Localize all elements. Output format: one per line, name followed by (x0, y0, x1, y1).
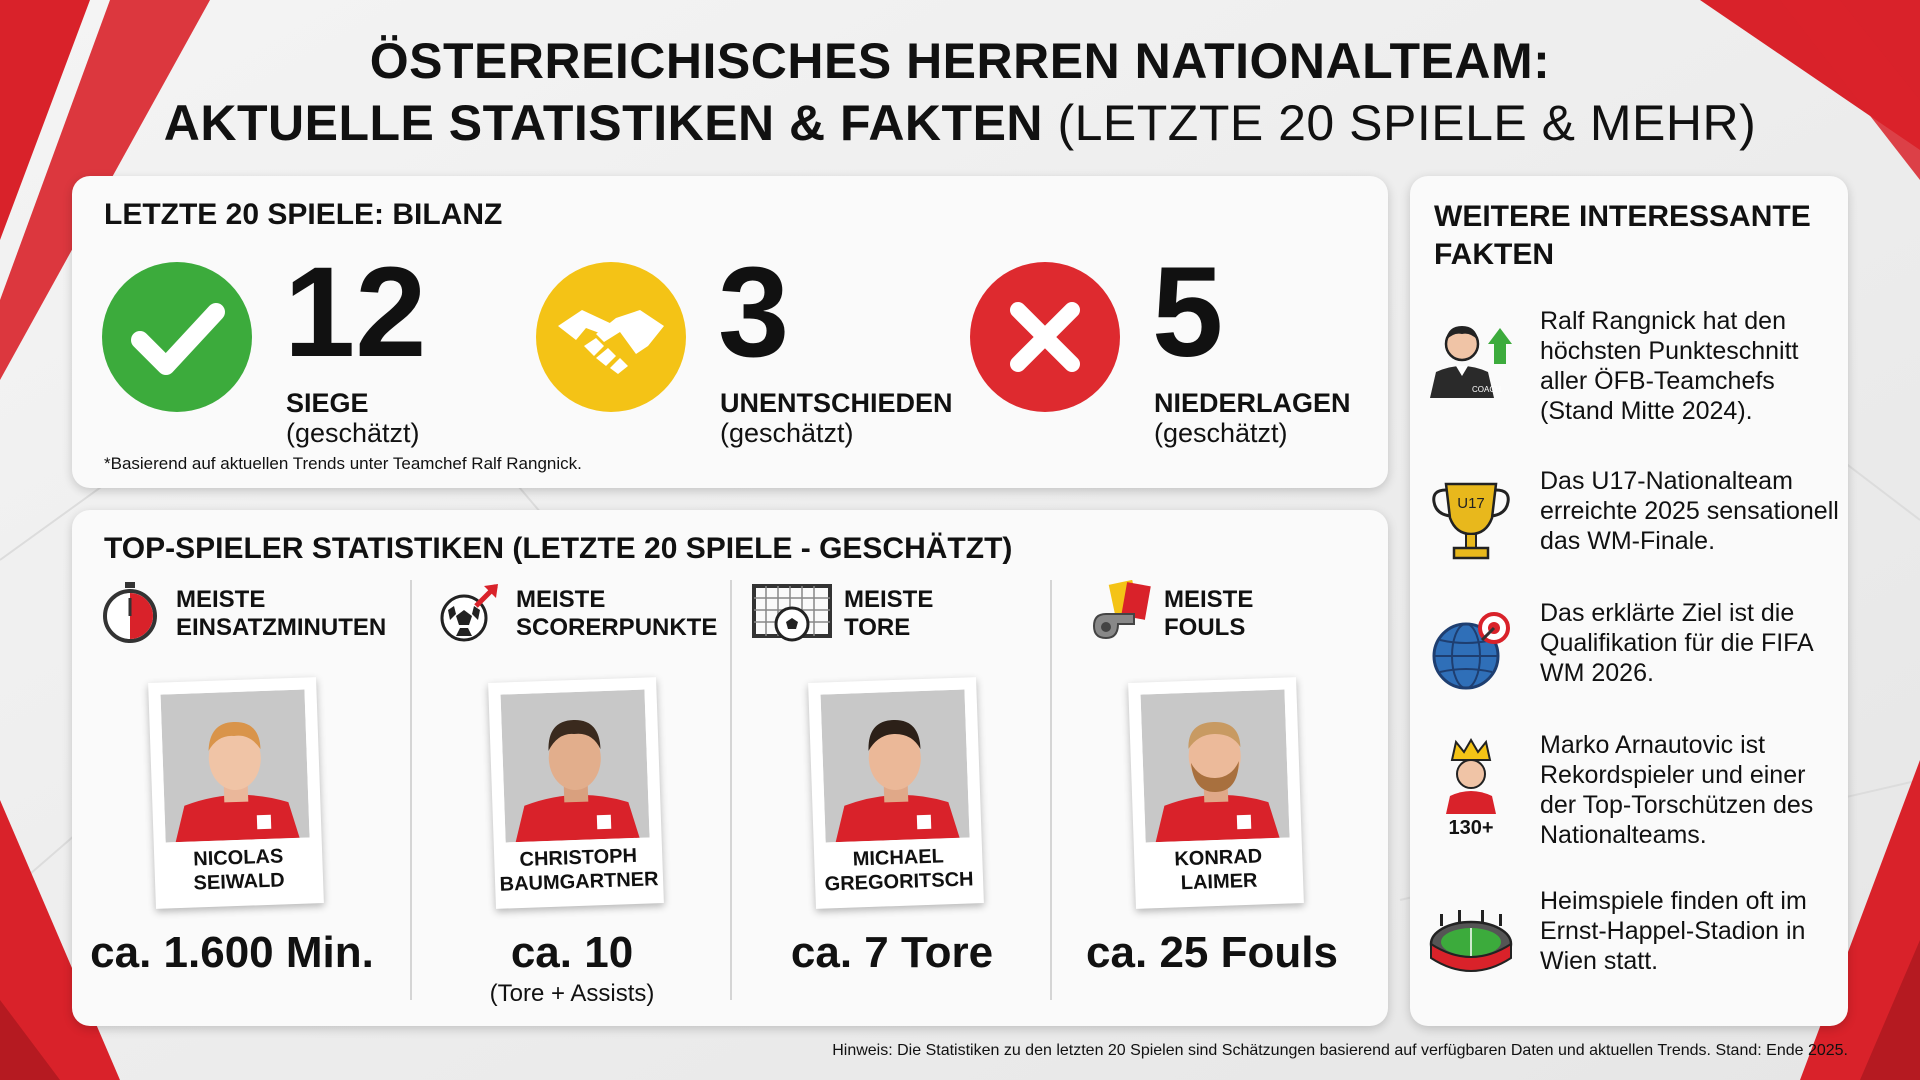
category-line-1: MEISTE (844, 586, 934, 613)
category-line-1: MEISTE (516, 586, 606, 613)
losses-value: 5 (1152, 241, 1224, 384)
trophy-icon: U17 (1432, 482, 1510, 560)
fact-item: COACH Ralf Rangnick hat den höchsten Pun… (1426, 306, 1836, 436)
fact-text: Das U17-Nationalteam erreichte 2025 sens… (1540, 467, 1839, 555)
player-portrait (1140, 689, 1290, 843)
category-line-1: MEISTE (1164, 586, 1254, 613)
category-line-2: TORE (844, 614, 911, 641)
fact-text: Marko Arnautovic ist Rekordspieler und e… (1540, 731, 1814, 849)
player-name: CHRISTOPH BAUMGARTNER (494, 843, 664, 897)
disclaimer-note: Hinweis: Die Statistiken zu den letzten … (832, 1042, 1848, 1059)
stat-wins: 12 SIEGE (geschätzt) (72, 248, 492, 448)
player-column-scorer: MEISTE SCORERPUNKTE CHRISTOPH BAUMGARTNE… (412, 580, 732, 1020)
player-column-goals: MEISTE TORE MICHAEL GREGORITSCH ca. 7 To… (732, 580, 1052, 1020)
draws-value: 3 (718, 241, 790, 384)
player-stat-value: ca. 25 Fouls (1086, 928, 1338, 977)
wins-note: (geschätzt) (286, 418, 420, 448)
player-stat-value: ca. 10 (510, 928, 634, 977)
player-portrait (820, 689, 970, 843)
goal-net-icon (752, 584, 832, 642)
player-stat-value: ca. 1.600 Min. (90, 928, 374, 977)
category-line-2: SCORERPUNKTE (516, 614, 718, 641)
category-label: MEISTE SCORERPUNKTE (516, 586, 717, 642)
player-name: KONRAD LAIMER (1134, 843, 1304, 897)
fact-text: Das erklärte Ziel ist die Qualifikation … (1540, 599, 1813, 687)
stat-draws: 3 UNENTSCHIEDEN (geschätzt) (506, 248, 953, 448)
bilanz-heading: LETZTE 20 SPIELE: BILANZ (104, 198, 503, 231)
player-column-minutes: MEISTE EINSATZMINUTEN NICOLAS SEIWALD ca… (72, 580, 392, 1020)
player-last-name: BAUMGARTNER (499, 868, 659, 896)
player-portrait (500, 689, 650, 843)
player-photo-card: CHRISTOPH BAUMGARTNER (488, 677, 664, 909)
fact-item: U17 Das U17-Nationalteam erreichte 2025 … (1426, 466, 1839, 596)
facts-heading: WEITERE INTERESSANTE FAKTEN (1434, 200, 1811, 271)
player-photo-card: MICHAEL GREGORITSCH (808, 677, 984, 909)
player-name: MICHAEL GREGORITSCH (814, 843, 984, 897)
players-heading: TOP-SPIELER STATISTIKEN (LETZTE 20 SPIEL… (104, 532, 1013, 565)
fact-item: 130+ Marko Arnautovic ist Rekordspieler … (1426, 730, 1836, 860)
fact-item: Das erklärte Ziel ist die Qualifikation … (1426, 598, 1836, 728)
category-label: MEISTE FOULS (1164, 586, 1253, 642)
handshake-icon (536, 262, 686, 412)
player-column-fouls: MEISTE FOULS KONRAD LAIMER ca. 25 Fouls (1052, 580, 1372, 1020)
ball-arrow-icon (440, 584, 498, 642)
coach-icon: COACH (1430, 326, 1512, 398)
player-last-name: GREGORITSCH (824, 868, 974, 896)
stopwatch-icon (103, 582, 157, 643)
player-stat-value: ca. 7 Tore (790, 928, 994, 977)
whistle-cards-icon (1092, 580, 1151, 640)
facts-card: WEITERE INTERESSANTE FAKTEN COACH Ralf R… (1410, 176, 1848, 1026)
player-last-name: SEIWALD (193, 869, 286, 895)
losses-note: (geschätzt) (1154, 418, 1288, 448)
player-last-name: LAIMER (1180, 869, 1258, 895)
crowned-player-icon: 130+ (1446, 738, 1496, 838)
column-divider (1050, 580, 1052, 1000)
caps-badge: 130+ (1448, 817, 1493, 838)
column-divider (410, 580, 412, 1000)
fact-item: Heimspiele finden oft im Ernst-Happel-St… (1426, 886, 1836, 1016)
category-line-2: EINSATZMINUTEN (176, 614, 387, 641)
title-line-2-bold: AKTUELLE STATISTIKEN & FAKTEN (163, 95, 1044, 151)
category-label: MEISTE EINSATZMINUTEN (176, 586, 386, 642)
category-line-2: FOULS (1164, 614, 1246, 641)
bilanz-card: LETZTE 20 SPIELE: BILANZ 12 SIEGE (gesch… (72, 176, 1388, 488)
checkmark-icon (102, 262, 252, 412)
category-line-1: MEISTE (176, 586, 266, 613)
player-stat-subtext: (Tore + Assists) (489, 980, 655, 1007)
wins-value: 12 (284, 241, 427, 384)
column-divider (730, 580, 732, 1000)
title-line-1: ÖSTERREICHISCHES HERREN NATIONALTEAM: (369, 33, 1551, 89)
top-players-card: TOP-SPIELER STATISTIKEN (LETZTE 20 SPIEL… (72, 510, 1388, 1026)
trophy-badge: U17 (1457, 495, 1485, 512)
player-photo-card: KONRAD LAIMER (1128, 677, 1304, 909)
fact-text: Ralf Rangnick hat den höchsten Punktesch… (1540, 307, 1799, 425)
player-portrait (160, 689, 310, 843)
title-line-2: AKTUELLE STATISTIKEN & FAKTEN (LETZTE 20… (0, 92, 1920, 154)
page-title: ÖSTERREICHISCHES HERREN NATIONALTEAM: AK… (0, 30, 1920, 154)
title-line-2-light: (LETZTE 20 SPIELE & MEHR) (1057, 95, 1757, 151)
bilanz-footnote: *Basierend auf aktuellen Trends unter Te… (104, 454, 582, 473)
draws-label: UNENTSCHIEDEN (720, 388, 953, 418)
player-name: NICOLAS SEIWALD (154, 843, 324, 897)
globe-target-icon (1432, 612, 1510, 690)
category-label: MEISTE TORE (844, 586, 933, 642)
stadium-icon (1429, 910, 1513, 972)
player-photo-card: NICOLAS SEIWALD (148, 677, 324, 909)
stat-losses: 5 NIEDERLAGEN (geschätzt) (940, 248, 1360, 448)
draws-note: (geschätzt) (720, 418, 854, 448)
cross-icon (970, 262, 1120, 412)
coach-badge: COACH (1472, 385, 1501, 394)
wins-label: SIEGE (286, 388, 369, 418)
losses-label: NIEDERLAGEN (1154, 388, 1351, 418)
fact-text: Heimspiele finden oft im Ernst-Happel-St… (1540, 887, 1807, 975)
